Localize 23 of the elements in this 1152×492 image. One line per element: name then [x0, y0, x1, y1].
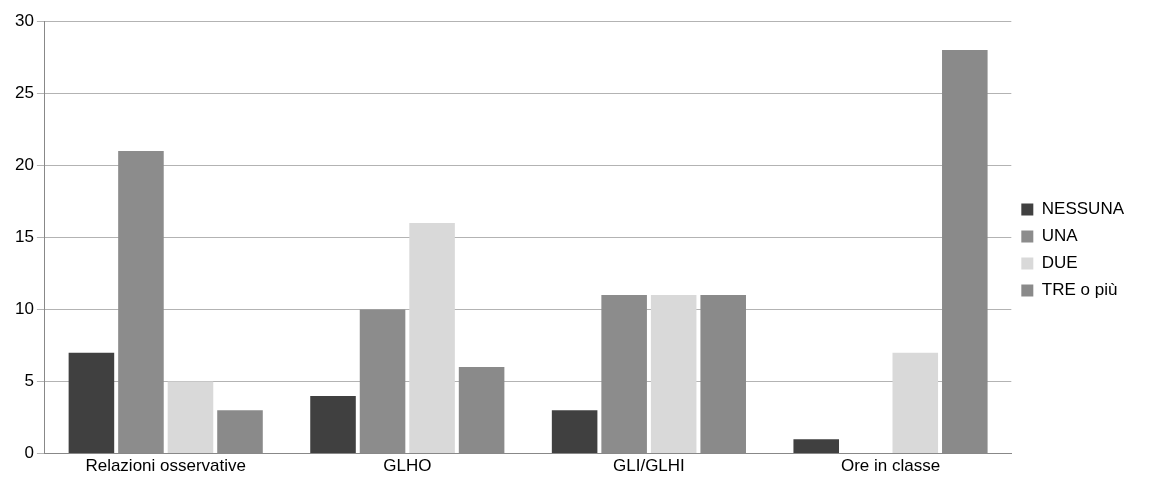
y-tick-label: 0 [24, 443, 34, 463]
x-tick-label: GLHO [383, 456, 432, 476]
legend-label: NESSUNA [1041, 199, 1125, 219]
bar [167, 381, 214, 454]
bar [650, 295, 697, 454]
legend-label: UNA [1041, 226, 1079, 246]
bar [892, 352, 939, 454]
bar [68, 352, 115, 454]
y-tick-label: 25 [14, 82, 34, 102]
y-tick-label: 10 [14, 299, 34, 319]
x-tick-label: Relazioni osservative [85, 456, 247, 476]
y-tick-label: 30 [14, 10, 34, 30]
y-tick-label: 5 [24, 371, 34, 391]
bar [310, 395, 356, 454]
y-tick-label: 15 [14, 227, 34, 247]
legend-label: TRE o più [1041, 280, 1118, 300]
bar [793, 439, 839, 454]
bar [409, 222, 455, 454]
x-tick-label: Ore in classe [840, 456, 941, 476]
x-tick-label: GLI/GLHI [613, 456, 685, 476]
bar [551, 410, 598, 454]
legend-label: DUE [1041, 253, 1078, 273]
y-tick-label: 20 [14, 155, 34, 175]
